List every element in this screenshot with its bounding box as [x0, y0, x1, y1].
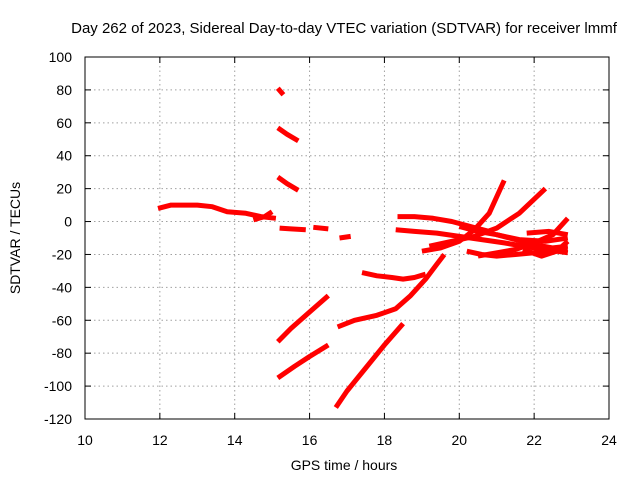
x-tick-labels: 10 12 14 16 18 20 22 24 [77, 432, 617, 448]
series-line-s12 [336, 252, 447, 330]
series-line-s10 [276, 342, 330, 380]
x-tick-label: 24 [601, 432, 617, 448]
y-tick-labels: 100 80 60 40 20 0 -20 -40 -60 -80 -100 -120 [44, 49, 72, 427]
x-tick-label: 14 [227, 432, 243, 448]
y-tick-label: 80 [56, 82, 72, 98]
y-tick-label: 100 [49, 49, 73, 65]
plot-frame [84, 56, 610, 420]
ticks [84, 56, 610, 420]
x-tick-label: 10 [77, 432, 93, 448]
x-axis-label: GPS time / hours [291, 457, 398, 473]
series-line-s3 [275, 86, 286, 97]
x-tick-label: 22 [526, 432, 542, 448]
series-line-s8 [339, 233, 352, 241]
y-tick-label: -100 [44, 378, 72, 394]
series-line-s11 [333, 321, 405, 409]
y-tick-label: 40 [56, 148, 72, 164]
series-line-s23 [526, 228, 569, 238]
series-line-s13 [361, 270, 427, 282]
series-line-s21 [496, 232, 569, 244]
y-tick-label: -120 [44, 411, 72, 427]
y-tick-label: -20 [52, 246, 72, 262]
series-line-s7 [313, 224, 329, 232]
x-tick-label: 12 [152, 432, 168, 448]
x-tick-label: 16 [302, 432, 318, 448]
grid [85, 57, 609, 419]
chart-title: Day 262 of 2023, Sidereal Day-to-day VTE… [71, 20, 618, 37]
y-tick-label: 60 [56, 115, 72, 131]
y-tick-label: -60 [52, 312, 72, 328]
series-line-s5 [276, 175, 300, 193]
series-line-s2 [252, 209, 274, 223]
series-layer [157, 86, 570, 409]
x-tick-label: 18 [377, 432, 393, 448]
series-line-s6 [279, 225, 306, 233]
x-tick-label: 20 [451, 432, 467, 448]
series-line-s4 [276, 125, 300, 144]
y-axis-label: SDTVAR / TECUs [7, 182, 23, 294]
y-tick-label: 0 [64, 214, 72, 230]
y-tick-label: 20 [56, 181, 72, 197]
series-line-s22 [522, 239, 570, 259]
series-line-s9 [276, 293, 330, 344]
y-tick-label: -40 [52, 279, 72, 295]
y-tick-label: -80 [52, 345, 72, 361]
